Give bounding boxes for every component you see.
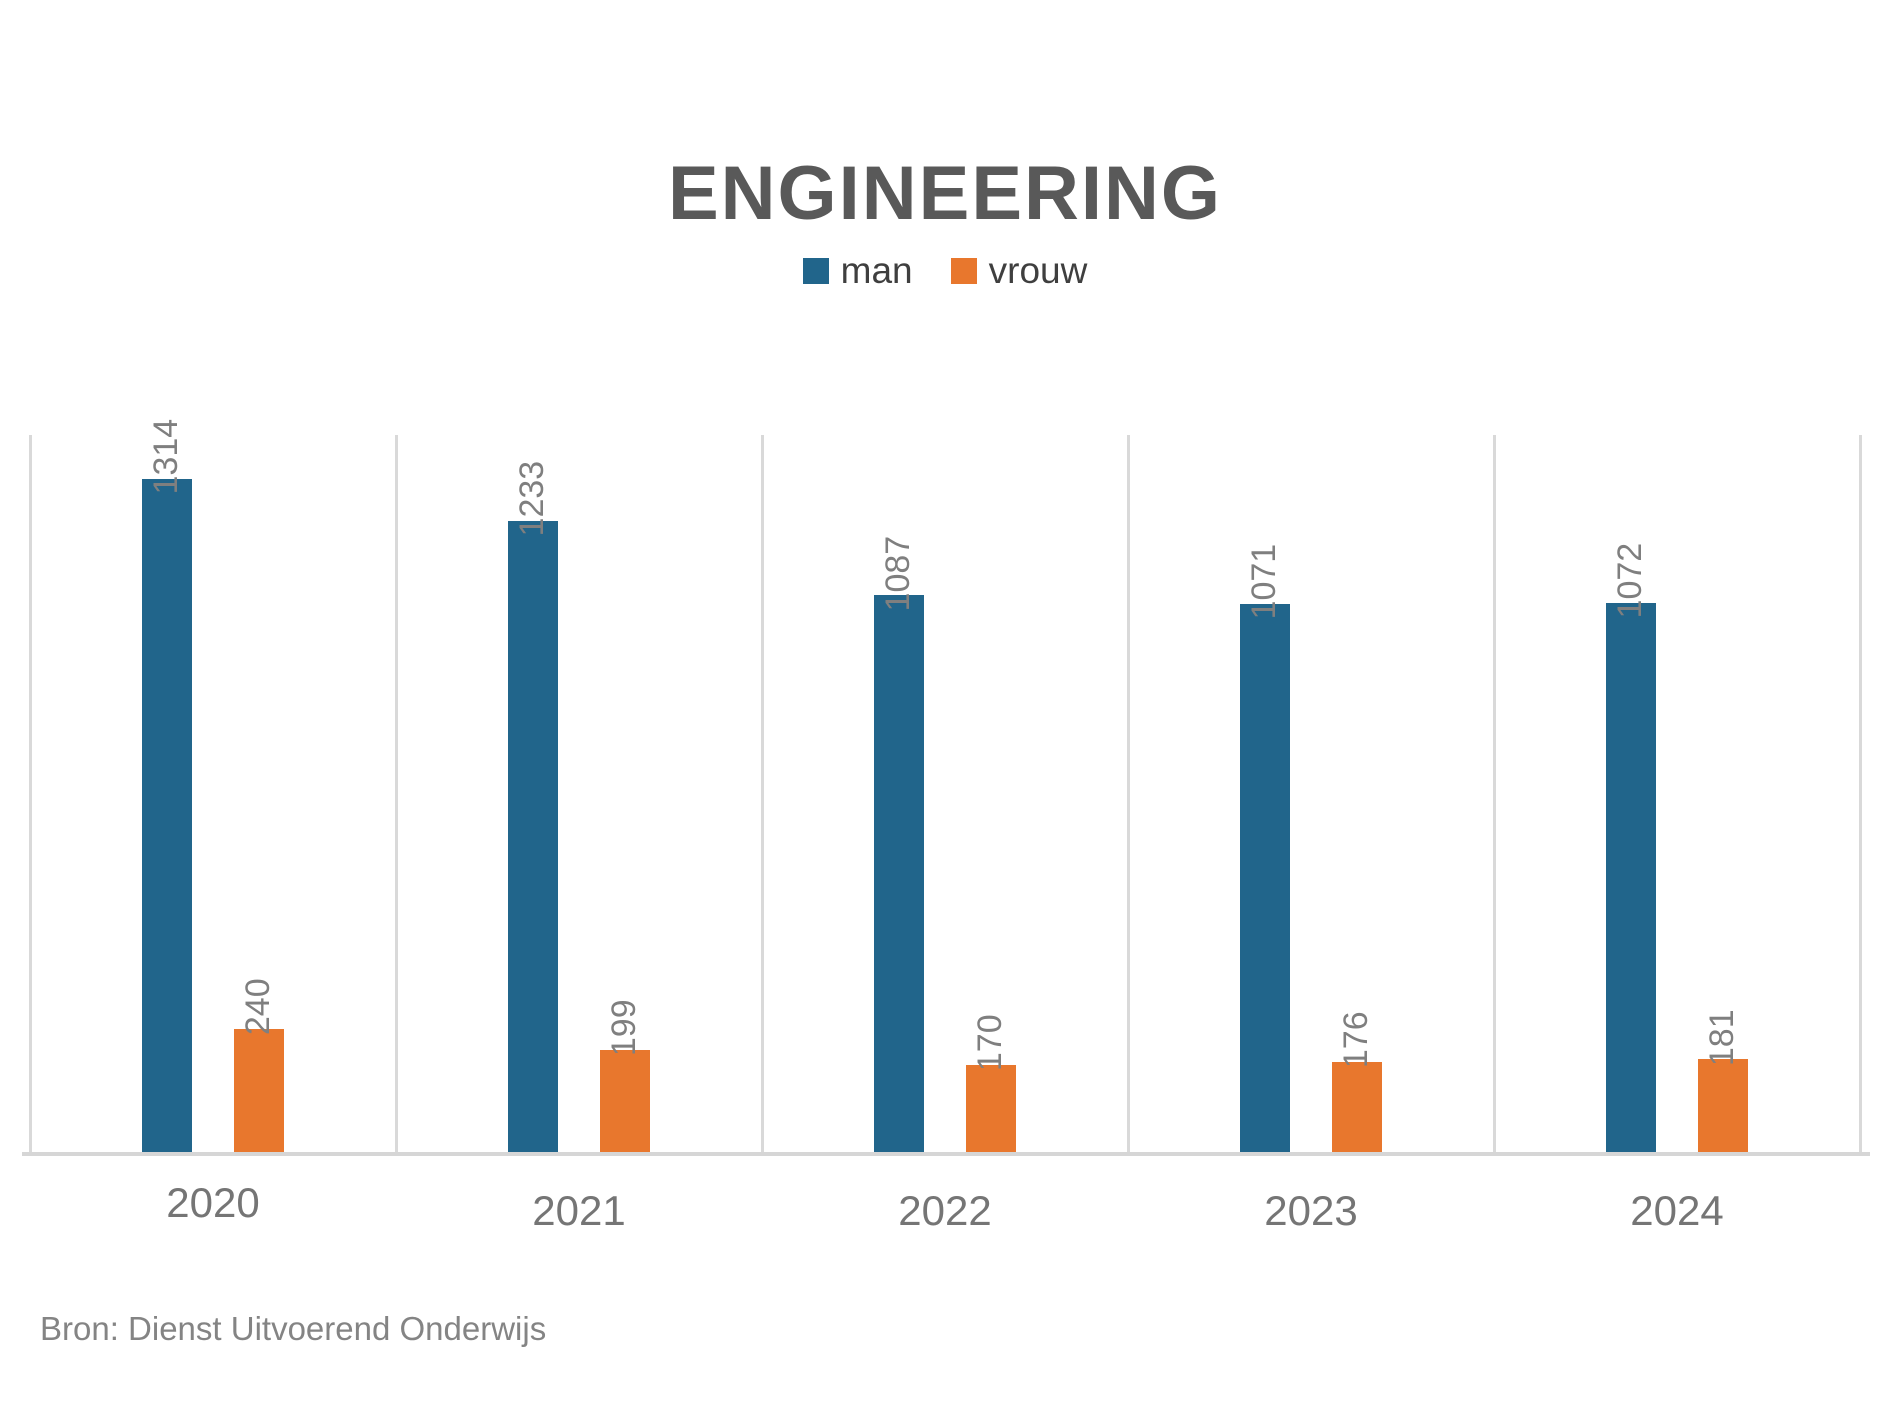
bar-value-label-man-2020: 1314: [147, 419, 185, 495]
gridline: [1858, 435, 1862, 1152]
bar-value-label-vrouw-2020: 240: [239, 978, 277, 1036]
legend-swatch-vrouw: [950, 257, 977, 284]
bar-vrouw-2024: [1698, 1059, 1748, 1152]
bar-vrouw-2022: [966, 1064, 1016, 1152]
legend: man vrouw: [0, 252, 1890, 289]
x-axis-label-2024: 2024: [1630, 1187, 1724, 1234]
bar-man-2021: [508, 520, 558, 1152]
bar-value-label-vrouw-2021: 199: [605, 999, 643, 1057]
bar-vrouw-2021: [600, 1050, 650, 1152]
gridline: [1492, 435, 1496, 1152]
x-axis-label-2021: 2021: [532, 1187, 626, 1234]
bar-value-label-vrouw-2024: 181: [1703, 1008, 1741, 1066]
bar-value-label-vrouw-2022: 170: [971, 1014, 1009, 1072]
bar-value-label-man-2024: 1072: [1611, 543, 1649, 619]
bar-value-label-man-2023: 1071: [1245, 543, 1283, 620]
legend-swatch-man: [802, 257, 829, 284]
bar-man-2022: [874, 595, 924, 1152]
gridline: [28, 435, 32, 1152]
x-axis-label-2023: 2023: [1264, 1187, 1358, 1234]
bar-value-label-vrouw-2023: 176: [1337, 1011, 1375, 1069]
legend-label-man: man: [840, 250, 913, 291]
legend-item-man: man: [802, 250, 913, 291]
x-axis-line: [22, 1152, 1870, 1156]
plot-area: 1314 240 1233 199 1087 170 1071 176 1072 181: [22, 419, 1870, 1156]
bar-man-2023: [1240, 603, 1290, 1152]
bar-man-2020: [142, 479, 192, 1152]
x-axis-label-2022: 2022: [898, 1187, 992, 1234]
gridline: [394, 435, 398, 1152]
x-axis-label-2020: 2020: [166, 1179, 260, 1226]
source-caption: Bron: Dienst Uitvoerend Onderwijs: [40, 1310, 547, 1347]
bar-vrouw-2023: [1332, 1061, 1382, 1152]
bar-vrouw-2020: [234, 1029, 284, 1152]
x-axis-labels: 2020 2021 2022 2023 2024: [30, 1182, 1860, 1242]
bar-value-label-man-2021: 1233: [513, 460, 551, 537]
legend-label-vrouw: vrouw: [988, 250, 1088, 291]
chart-title: ENGINEERING: [667, 151, 1223, 236]
bar-man-2024: [1606, 602, 1656, 1152]
gridline: [760, 435, 764, 1152]
bar-value-label-man-2022: 1087: [879, 535, 917, 612]
legend-item-vrouw: vrouw: [950, 250, 1088, 291]
gridline: [1126, 435, 1130, 1152]
